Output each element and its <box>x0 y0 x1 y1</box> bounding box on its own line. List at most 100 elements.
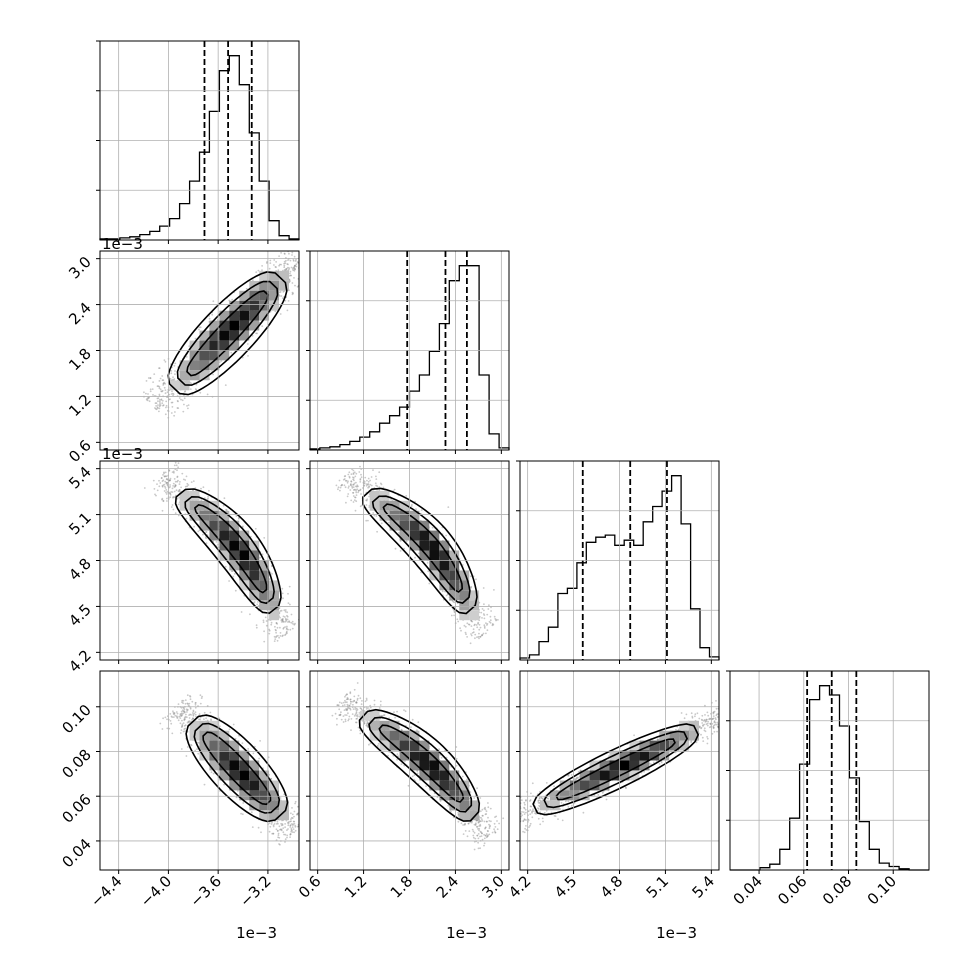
scatter-point <box>300 283 302 285</box>
scatter-point <box>359 481 362 483</box>
scatter-point <box>529 800 531 802</box>
scatter-point <box>515 808 517 810</box>
scatter-point <box>296 813 299 816</box>
scatter-point <box>411 775 414 778</box>
scatter-point <box>182 410 185 413</box>
scatter-point <box>173 712 176 714</box>
scatter-point <box>169 496 172 499</box>
scatter-point <box>279 610 282 612</box>
scatter-point <box>279 263 281 266</box>
scatter-point <box>474 837 477 840</box>
contour-level-2 <box>184 495 275 605</box>
scatter-point <box>455 757 458 760</box>
scatter-point <box>349 698 352 701</box>
density-cell <box>239 750 250 761</box>
scatter-point <box>285 245 287 247</box>
scatter-point <box>199 326 202 329</box>
scatter-point <box>450 614 453 617</box>
contour-level-1 <box>358 708 481 822</box>
scatter-point <box>370 476 373 478</box>
scatter-point <box>380 483 383 486</box>
scatter-point <box>381 715 384 718</box>
scatter-point <box>281 824 284 826</box>
scatter-point <box>170 412 173 414</box>
scatter-point <box>472 836 475 839</box>
scatter-point <box>176 476 179 478</box>
density-cell <box>179 370 190 381</box>
scatter-point <box>340 718 343 721</box>
scatter-point <box>476 787 478 790</box>
scatter-point <box>387 754 389 757</box>
scatter-point <box>172 496 174 499</box>
scatter-point <box>220 360 223 362</box>
density-cell <box>219 740 230 751</box>
density-cell <box>219 350 230 361</box>
scatter-point <box>339 714 341 717</box>
contour-level-3 <box>202 731 272 806</box>
scatter-point <box>527 810 530 813</box>
scatter-point <box>436 796 439 798</box>
density-cell <box>209 750 220 761</box>
scatter-point <box>152 479 155 482</box>
scatter-point <box>265 262 268 264</box>
scatter-point <box>291 291 294 294</box>
scatter-point <box>284 841 286 843</box>
density-cell <box>249 310 260 321</box>
scatter-point <box>230 570 233 573</box>
scatter-point <box>468 830 471 832</box>
scatter-point <box>186 746 189 748</box>
scatter-point <box>405 540 408 543</box>
scatter-point <box>474 633 477 636</box>
scatter-point <box>152 394 154 396</box>
scatter-point <box>344 701 347 704</box>
scatter-point <box>293 266 295 269</box>
density-cell <box>259 290 270 301</box>
scatter-point <box>359 732 362 735</box>
scatter-point <box>355 701 358 703</box>
scatter-point <box>295 258 297 261</box>
scatter-point <box>264 616 267 619</box>
scatter-point <box>354 485 357 488</box>
scatter-point <box>378 510 380 513</box>
scatter-point <box>477 635 480 638</box>
density-cell <box>199 520 210 531</box>
scatter-point <box>262 619 265 622</box>
scatter-point <box>360 703 363 706</box>
scatter-point <box>180 729 183 731</box>
scatter-point <box>161 498 163 501</box>
scatter-point <box>259 556 261 559</box>
scatter-point <box>284 249 286 251</box>
scatter-point <box>529 824 531 827</box>
scatter-point <box>260 831 262 834</box>
scatter-point <box>487 816 489 819</box>
scatter-point <box>283 609 286 612</box>
density-cell <box>219 550 230 561</box>
scatter-point <box>196 748 198 750</box>
scatter-point <box>377 743 380 745</box>
scatter-point <box>192 717 195 720</box>
scatter-point <box>359 465 361 468</box>
scatter-point <box>280 829 283 832</box>
panel-content <box>515 700 719 834</box>
scatter-point <box>287 602 290 604</box>
density-cell <box>229 770 240 781</box>
scatter-point <box>183 711 186 713</box>
scatter-point <box>303 822 305 824</box>
scatter-point <box>159 377 162 380</box>
scatter-point <box>352 501 355 503</box>
scatter-point <box>182 712 185 715</box>
density-cell <box>189 510 200 521</box>
scatter-point <box>289 824 292 827</box>
scatter-point <box>194 749 197 752</box>
density-cell <box>239 790 250 801</box>
scatter-point <box>303 814 305 816</box>
density-cell <box>239 760 250 771</box>
scatter-point <box>441 590 444 593</box>
scatter-point <box>185 356 188 358</box>
scatter-point <box>173 478 176 480</box>
density-cell <box>409 520 420 531</box>
scatter-point <box>275 629 277 632</box>
scatter-point <box>380 522 383 525</box>
scatter-point <box>162 382 165 385</box>
